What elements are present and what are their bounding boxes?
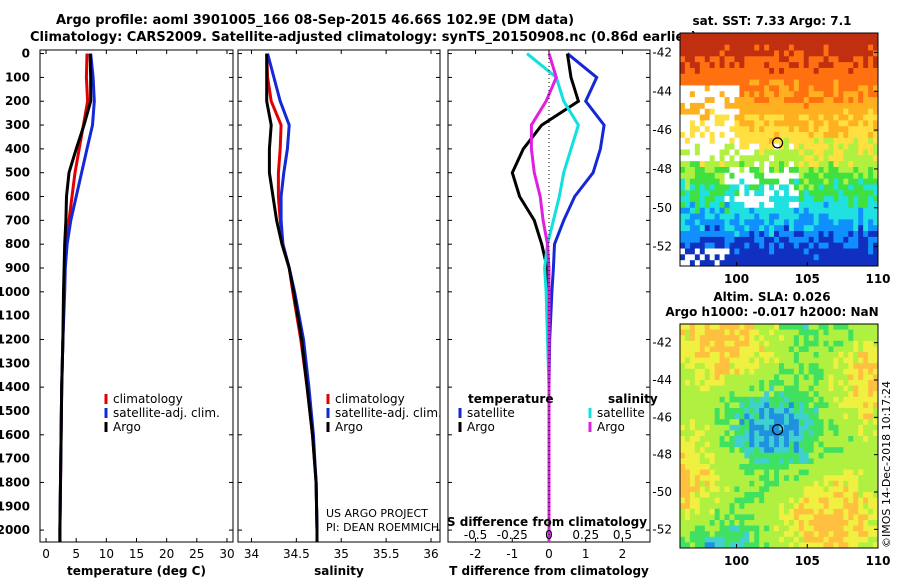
s-diff-tick-label: -0.25 (497, 528, 528, 542)
depth-tick-label: 2000 (0, 523, 30, 537)
depth-tick-label: 1500 (0, 404, 30, 418)
depth-tick-label: 100 (5, 70, 30, 84)
diff-legend-s-label: Argo (597, 420, 625, 434)
x-tick-label: 25 (189, 547, 204, 561)
sst-map-title: sat. SST: 7.33 Argo: 7.1 (692, 14, 851, 28)
sla-map-frame (679, 323, 879, 549)
sst-map-y-label: -42 (652, 45, 672, 59)
x-tick-label: 2 (619, 547, 627, 561)
diff-legend-t-label: Argo (467, 420, 495, 434)
sst-map-y-label: -46 (652, 123, 672, 137)
depth-tick-label: 1600 (0, 428, 30, 442)
depth-tick-label: 900 (5, 261, 30, 275)
x-tick-label: 35.5 (373, 547, 400, 561)
temperature-legend-label: Argo (113, 420, 141, 434)
sst-map-y-label: -50 (652, 201, 672, 215)
sla-map-y-label: -52 (652, 522, 672, 536)
s-diff-tick-label: 0.5 (613, 528, 632, 542)
salinity-legend-label: Argo (335, 420, 363, 434)
s-diff-tick-label: -0.5 (464, 528, 487, 542)
temperature-legend-label: satellite-adj. clim. (113, 406, 220, 420)
depth-tick-label: 1700 (0, 452, 30, 466)
sst-map-y-label: -48 (652, 162, 672, 176)
tdiff-x-axis-label: T difference from climatology (449, 564, 649, 578)
salinity-legend-label: satellite-adj. clim. (335, 406, 442, 420)
sla-argo-marker (771, 424, 784, 436)
salinity-legend-label: climatology (335, 392, 405, 406)
x-tick-label: 30 (219, 547, 234, 561)
sst-map-y-label: -44 (652, 84, 672, 98)
sst-map-y-label: -52 (652, 240, 672, 254)
diff-legend-s-label: satellite (597, 406, 645, 420)
credit-line-1: US ARGO PROJECT (326, 507, 428, 520)
sla-map-x-label: 110 (865, 554, 890, 568)
depth-tick-label: 1900 (0, 499, 30, 513)
sla-map-y-label: -48 (652, 448, 672, 462)
sla-map-title-1: Altim. SLA: 0.026 (713, 290, 830, 304)
depth-tick-label: 1000 (0, 285, 30, 299)
x-tick-label: 34 (244, 547, 259, 561)
depth-tick-label: 400 (5, 142, 30, 156)
depth-tick-label: 800 (5, 237, 30, 251)
x-tick-label: 36 (423, 547, 438, 561)
x-tick-label: 35 (334, 547, 349, 561)
x-tick-label: 15 (129, 547, 144, 561)
s-diff-axis-label: S difference from climatology (447, 515, 647, 529)
s-diff-tick-label: 0.25 (572, 528, 599, 542)
x-tick-label: 34.5 (283, 547, 310, 561)
x-tick-label: -1 (506, 547, 518, 561)
x-tick-label: 20 (159, 547, 174, 561)
x-tick-label: 5 (72, 547, 80, 561)
depth-tick-label: 1200 (0, 332, 30, 346)
depth-tick-label: 1300 (0, 356, 30, 370)
depth-tick-label: 0 (22, 47, 30, 61)
depth-tick-label: 600 (5, 190, 30, 204)
depth-tick-label: 200 (5, 94, 30, 108)
panel-frame-2 (237, 49, 441, 543)
series-line-satellite-adj-clim- (58, 53, 96, 542)
depth-tick-label: 1100 (0, 309, 30, 323)
diff-legend-salinity-title: salinity (608, 392, 658, 406)
temperature-x-axis-label: temperature (deg C) (67, 564, 206, 578)
series-line-climatology (265, 53, 319, 542)
depth-tick-label: 500 (5, 166, 30, 180)
x-tick-label: 1 (582, 547, 590, 561)
imos-stamp: ©IMOS 14-Dec-2018 10:17:24 (880, 381, 893, 548)
series-line-argo (265, 53, 319, 542)
s-diff-tick-label: 0 (545, 528, 553, 542)
sla-map-y-label: -42 (652, 336, 672, 350)
salinity-x-axis-label: salinity (314, 564, 364, 578)
sla-map-group (680, 324, 879, 549)
sst-map-x-label: 100 (724, 272, 749, 286)
sla-map-title-2: Argo h1000: -0.017 h2000: NaN (665, 305, 878, 319)
title-line-1: Argo profile: aoml 3901005_166 08-Sep-20… (56, 13, 575, 28)
credit-line-2: PI: DEAN ROEMMICH (326, 521, 439, 534)
sla-map-y-label: -50 (652, 485, 672, 499)
title-line-2: Climatology: CARS2009. Satellite-adjuste… (30, 30, 697, 45)
sla-map-y-label: -46 (652, 410, 672, 424)
panel-frame-1 (39, 49, 234, 543)
sst-map-x-label: 110 (865, 272, 890, 286)
x-tick-label: -2 (470, 547, 482, 561)
depth-tick-label: 1800 (0, 475, 30, 489)
temperature-legend-label: climatology (113, 392, 183, 406)
depth-tick-label: 1400 (0, 380, 30, 394)
sst-argo-marker (771, 137, 784, 149)
x-tick-label: 0 (42, 547, 50, 561)
sst-map-x-label: 105 (795, 272, 820, 286)
sla-map-x-label: 100 (724, 554, 749, 568)
sst-map-group (680, 33, 879, 267)
x-tick-label: 0 (545, 547, 553, 561)
diff-legend-temperature-title: temperature (468, 392, 553, 406)
diff-legend-t-label: satellite (467, 406, 515, 420)
series-line-argo (58, 53, 93, 542)
sla-map-y-label: -44 (652, 373, 672, 387)
sla-map-x-label: 105 (795, 554, 820, 568)
sst-map-frame (679, 32, 879, 267)
depth-tick-label: 300 (5, 118, 30, 132)
x-tick-label: 10 (99, 547, 114, 561)
depth-tick-label: 700 (5, 213, 30, 227)
